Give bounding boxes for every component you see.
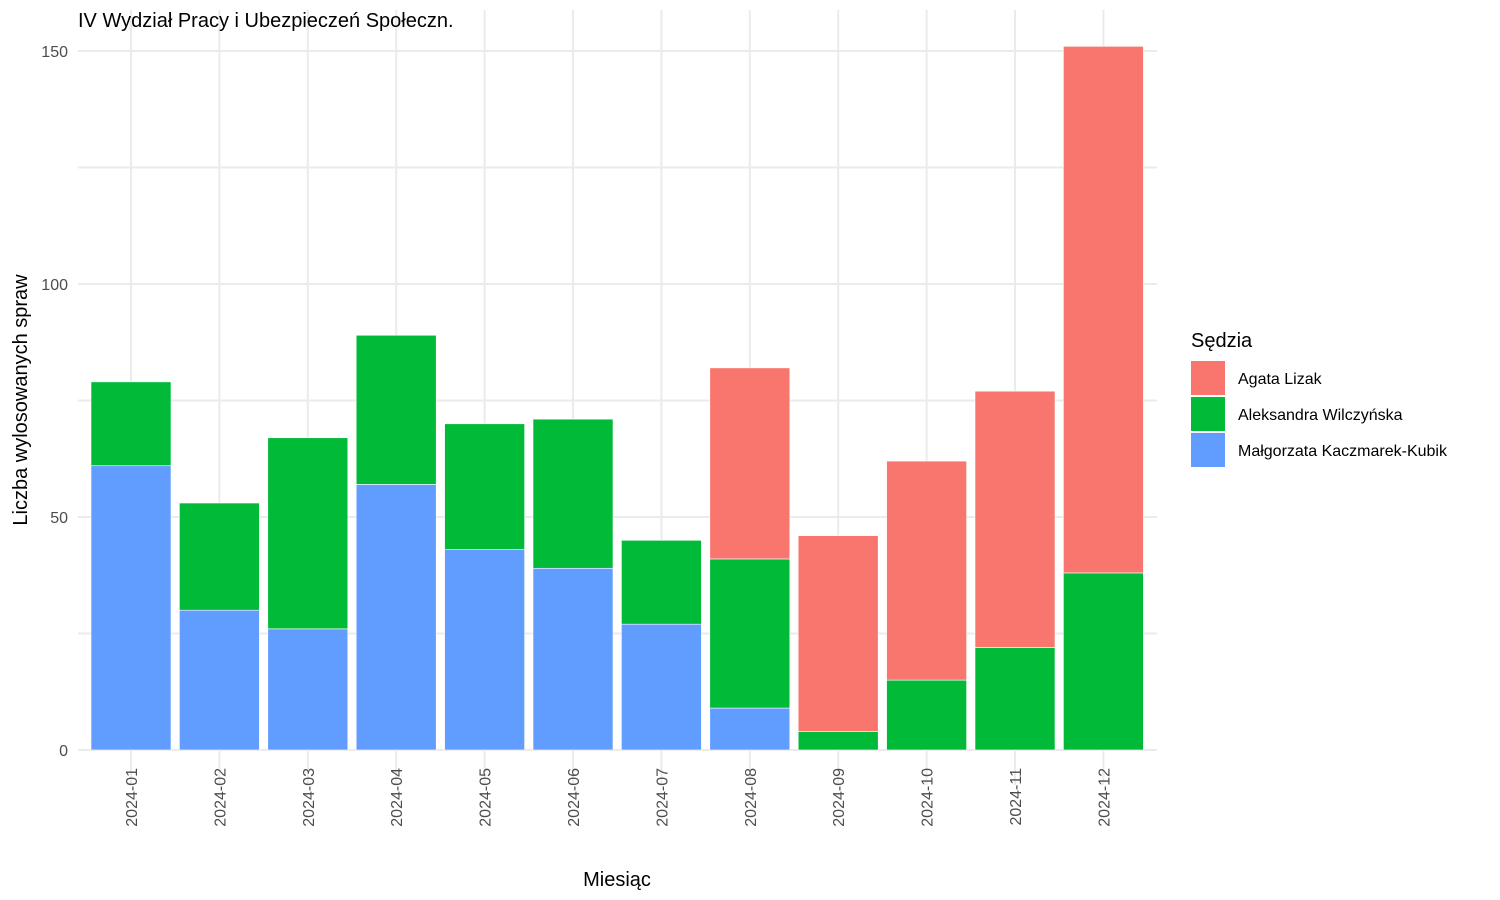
bar-segment	[444, 423, 525, 550]
legend-items: Agata Lizak Aleksandra Wilczyńska Małgorza…	[1191, 361, 1448, 467]
y-axis-ticks: 0 50 100 150	[41, 44, 68, 760]
legend-label: Małgorzata Kaczmarek-Kubik	[1238, 443, 1448, 460]
bar-segment	[709, 558, 791, 709]
bar-segment	[709, 707, 791, 751]
bar-segment	[355, 334, 437, 485]
x-tick-label: 2024-11	[1008, 768, 1025, 826]
x-tick-label: 2024-09	[831, 768, 848, 827]
bar-segment	[797, 731, 879, 751]
x-tick-label: 2024-10	[920, 768, 937, 827]
legend-label: Agata Lizak	[1238, 371, 1323, 388]
bar-segment	[90, 465, 172, 751]
bar-segment	[886, 460, 967, 681]
x-tick-label: 2024-04	[389, 768, 406, 827]
x-tick-label: 2024-03	[301, 768, 318, 827]
x-axis-ticks: 2024-01 2024-02 2024-03 2024-04 2024-05 2024-…	[124, 768, 1113, 827]
bar-segment	[621, 623, 702, 751]
bar-segment	[90, 381, 172, 467]
bar-segment	[532, 418, 614, 569]
legend-swatch	[1191, 361, 1225, 395]
legend-title: Sędzia	[1191, 330, 1253, 352]
bars	[90, 46, 1144, 751]
x-tick-label: 2024-06	[566, 768, 583, 827]
x-axis-title: Miesiąc	[583, 869, 651, 891]
bar-segment	[974, 647, 1056, 751]
y-axis-title: Liczba wylosowanych spraw	[10, 274, 32, 526]
bar-segment	[179, 502, 260, 611]
x-tick-label: 2024-08	[743, 768, 760, 827]
bar-segment	[797, 535, 879, 732]
bar-segment	[444, 549, 525, 751]
bar-segment	[886, 679, 967, 751]
bar-segment	[532, 567, 614, 751]
legend-swatch	[1191, 433, 1225, 467]
y-tick-label: 0	[59, 743, 68, 760]
legend-swatch	[1191, 397, 1225, 431]
chart-title: IV Wydział Pracy i Ubezpieczeń Społeczn.	[78, 10, 454, 32]
bar-segment	[974, 390, 1056, 648]
bar-segment	[709, 367, 791, 560]
legend: Sędzia Agata Lizak Aleksandra Wilczyńska M…	[1191, 330, 1448, 467]
bar-segment	[1063, 572, 1144, 751]
bar-segment	[179, 609, 260, 751]
y-tick-label: 150	[41, 44, 68, 61]
x-tick-label: 2024-05	[478, 768, 495, 827]
bar-segment	[1063, 46, 1144, 574]
x-tick-label: 2024-02	[212, 768, 229, 827]
x-tick-label: 2024-12	[1096, 768, 1113, 827]
x-tick-label: 2024-01	[124, 768, 141, 827]
bar-segment	[355, 484, 437, 751]
bar-segment	[621, 539, 702, 625]
bar-segment	[267, 437, 349, 630]
x-tick-label: 2024-07	[654, 768, 671, 827]
y-tick-label: 50	[50, 510, 68, 527]
bar-segment	[267, 628, 349, 751]
y-tick-label: 100	[41, 277, 68, 294]
legend-label: Aleksandra Wilczyńska	[1238, 407, 1403, 424]
